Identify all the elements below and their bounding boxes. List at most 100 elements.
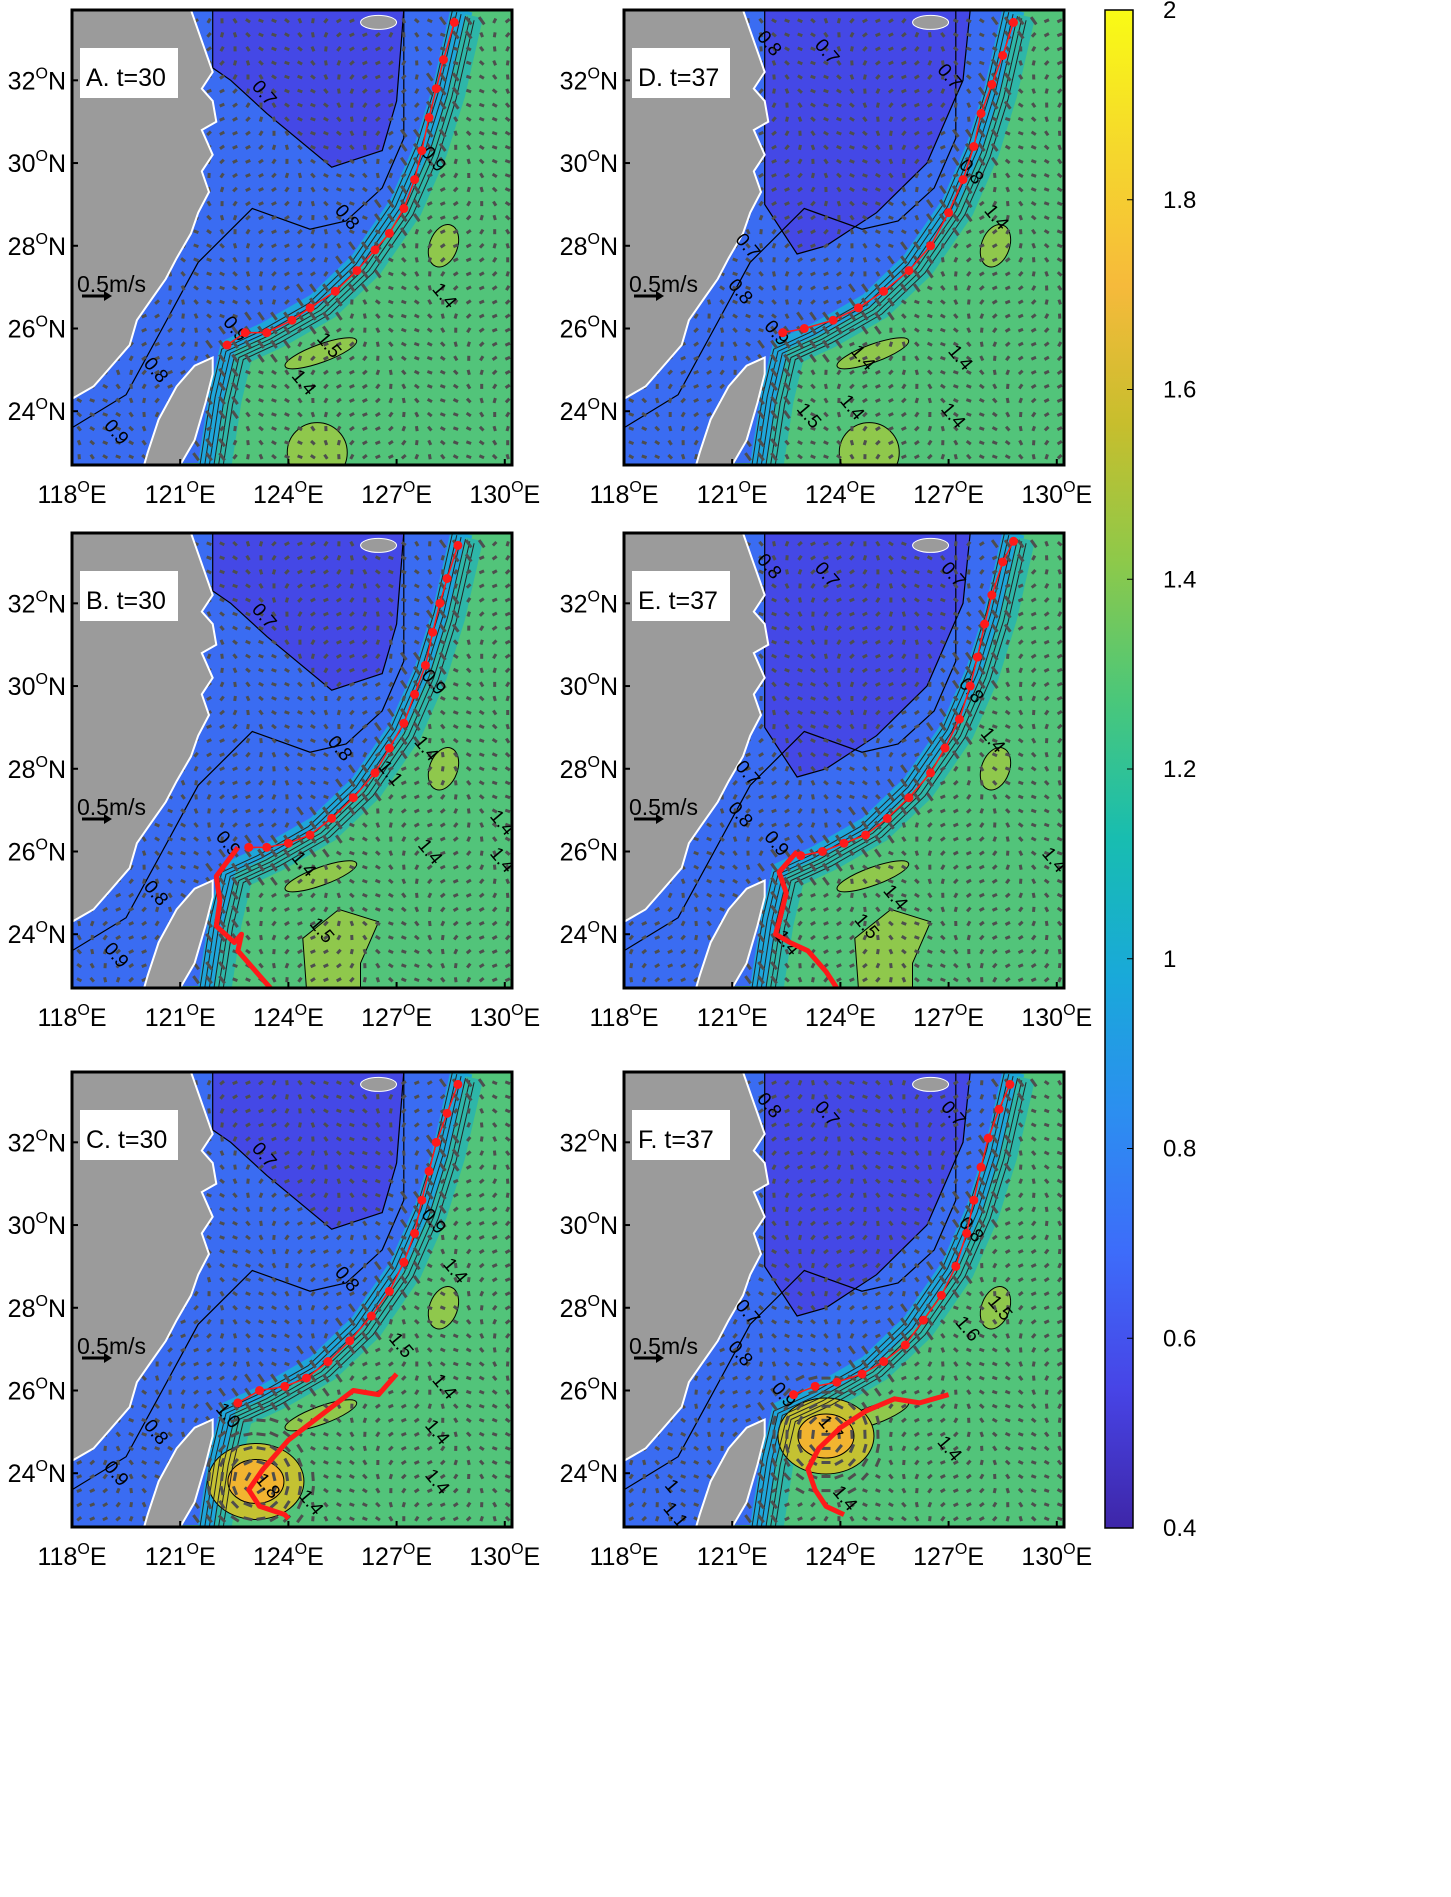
velocity-vector xyxy=(323,667,329,674)
velocity-vector xyxy=(491,949,498,954)
velocity-vector xyxy=(836,541,842,547)
velocity-vector xyxy=(927,74,933,80)
velocity-vector xyxy=(1016,553,1025,563)
velocity-vector xyxy=(348,639,355,645)
velocity-vector xyxy=(258,370,264,375)
velocity-vector xyxy=(1057,737,1063,744)
velocity-vector xyxy=(681,425,686,432)
velocity-vector xyxy=(928,228,932,235)
velocity-vector xyxy=(771,313,777,319)
velocity-vector xyxy=(966,751,971,758)
velocity-vector xyxy=(465,60,472,66)
velocity-vector xyxy=(425,595,434,605)
velocity-vector xyxy=(668,397,673,404)
track-point xyxy=(969,142,979,151)
velocity-vector xyxy=(1043,327,1050,334)
map-content: 0.70.80.80.90.91.41.41.4 1.41.41.51.10.9 xyxy=(72,533,512,988)
velocity-vector xyxy=(680,963,687,969)
velocity-vector xyxy=(413,313,420,319)
velocity-vector xyxy=(180,878,186,884)
velocity-vector xyxy=(258,695,264,702)
velocity-vector xyxy=(218,367,226,377)
velocity-vector xyxy=(167,355,174,361)
velocity-vector xyxy=(784,653,790,659)
velocity-vector xyxy=(231,862,239,872)
velocity-vector xyxy=(492,836,498,843)
velocity-vector xyxy=(900,752,907,758)
velocity-vector xyxy=(875,74,881,80)
velocity-vector xyxy=(965,836,972,842)
velocity-vector xyxy=(478,555,485,561)
velocity-vector xyxy=(206,611,212,617)
velocity-vector xyxy=(348,201,355,206)
contour-line xyxy=(222,20,475,465)
velocity-vector xyxy=(823,200,828,207)
velocity-vector xyxy=(952,639,959,645)
velocity-vector xyxy=(219,625,225,632)
velocity-vector xyxy=(233,681,237,688)
velocity-vector xyxy=(900,893,907,898)
velocity-vector xyxy=(641,962,647,969)
velocity-vector xyxy=(478,906,485,913)
velocity-vector xyxy=(206,299,212,305)
velocity-vector xyxy=(465,935,472,941)
velocity-vector xyxy=(271,976,277,983)
velocity-vector xyxy=(965,32,972,38)
velocity-vector xyxy=(349,130,355,137)
contour-line xyxy=(222,543,475,988)
velocity-vector xyxy=(323,173,329,178)
velocity-vector xyxy=(285,977,289,983)
velocity-vector xyxy=(271,412,277,417)
velocity-vector xyxy=(1005,369,1011,376)
hemisphere: E xyxy=(642,481,659,509)
velocity-vector xyxy=(719,383,725,390)
velocity-vector xyxy=(322,311,330,321)
velocity-vector xyxy=(258,116,264,123)
velocity-vector xyxy=(706,934,712,941)
velocity-vector xyxy=(296,820,304,830)
velocity-vector xyxy=(875,583,881,589)
velocity-vector xyxy=(887,297,895,307)
velocity-vector xyxy=(453,948,459,955)
velocity-vector xyxy=(912,269,921,279)
velocity-vector xyxy=(784,271,790,277)
velocity-vector xyxy=(504,313,511,319)
velocity-vector xyxy=(733,355,738,362)
velocity-vector xyxy=(862,383,868,389)
velocity-vector xyxy=(991,32,998,38)
velocity-vector xyxy=(964,199,973,209)
velocity-vector xyxy=(479,681,485,688)
velocity-vector xyxy=(465,116,472,122)
velocity-vector xyxy=(180,271,186,277)
velocity-vector xyxy=(784,962,790,969)
track-point xyxy=(348,793,358,803)
hemisphere: E xyxy=(524,1004,541,1032)
velocity-vector xyxy=(952,962,959,969)
velocity-vector xyxy=(1043,355,1050,361)
velocity-vector xyxy=(76,411,83,418)
velocity-vector xyxy=(655,397,660,404)
lat-value: 30 xyxy=(560,150,588,178)
velocity-vector xyxy=(102,920,109,927)
velocity-vector xyxy=(1004,977,1011,983)
velocity-vector xyxy=(387,935,394,940)
velocity-vector xyxy=(335,397,342,404)
degree-mark: O xyxy=(1063,1002,1075,1019)
lon-value: 124 xyxy=(253,481,295,509)
velocity-vector xyxy=(1044,299,1049,305)
velocity-vector xyxy=(440,285,445,291)
velocity-vector xyxy=(478,425,485,432)
velocity-vector xyxy=(926,102,933,108)
velocity-vector xyxy=(414,270,420,277)
velocity-vector xyxy=(504,214,511,221)
track-point xyxy=(283,838,293,848)
contour-line xyxy=(222,1082,475,1527)
velocity-vector xyxy=(297,625,303,631)
velocity-vector xyxy=(336,878,342,885)
velocity-vector xyxy=(654,935,661,940)
velocity-vector xyxy=(375,597,381,603)
velocity-vector xyxy=(284,454,290,460)
velocity-vector xyxy=(951,736,960,746)
velocity-vector xyxy=(1017,569,1024,575)
velocity-vector xyxy=(271,625,277,631)
